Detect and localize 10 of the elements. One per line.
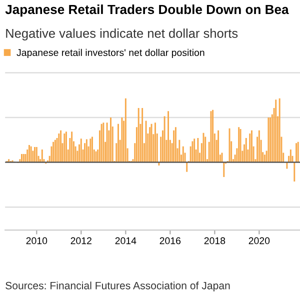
x-tick-label: 2014 — [115, 237, 136, 244]
chart-title: Japanese Retail Traders Double Down on Bea — [5, 4, 289, 17]
source-note: Sources: Financial Futures Association of Japan — [6, 282, 230, 292]
x-tick-label: 2020 — [248, 237, 270, 244]
x-tick-label: 2018 — [204, 237, 226, 244]
legend-label: Japanese retail investors' net dollar position — [16, 48, 204, 58]
x-tick-label: 2010 — [26, 237, 48, 244]
x-tick-label: 2016 — [160, 237, 181, 244]
chart-subtitle: Negative values indicate net dollar shorts — [6, 28, 238, 40]
x-tick-label: 2012 — [70, 237, 92, 244]
